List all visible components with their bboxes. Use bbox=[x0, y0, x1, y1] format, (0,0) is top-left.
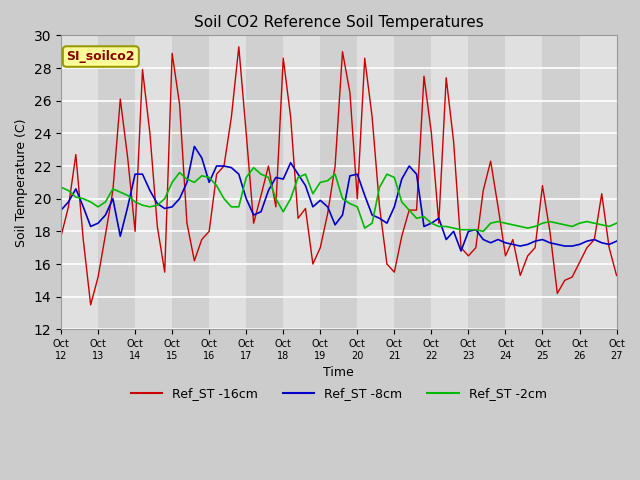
Bar bbox=[394, 36, 431, 329]
Ref_ST -16cm bbox=[361, 55, 369, 61]
Ref_ST -16cm bbox=[235, 44, 243, 49]
Line: Ref_ST -16cm: Ref_ST -16cm bbox=[61, 47, 616, 305]
Ref_ST -16cm bbox=[612, 273, 620, 278]
Ref_ST -2cm bbox=[435, 224, 443, 229]
Legend: Ref_ST -16cm, Ref_ST -8cm, Ref_ST -2cm: Ref_ST -16cm, Ref_ST -8cm, Ref_ST -2cm bbox=[126, 383, 552, 406]
Line: Ref_ST -2cm: Ref_ST -2cm bbox=[61, 168, 616, 231]
Ref_ST -2cm bbox=[57, 184, 65, 190]
Bar bbox=[284, 36, 320, 329]
Ref_ST -16cm bbox=[57, 233, 65, 239]
Line: Ref_ST -8cm: Ref_ST -8cm bbox=[61, 146, 616, 251]
Ref_ST -2cm bbox=[479, 228, 487, 234]
X-axis label: Time: Time bbox=[323, 366, 354, 379]
Bar bbox=[580, 36, 616, 329]
Bar bbox=[98, 36, 135, 329]
Ref_ST -16cm bbox=[87, 302, 95, 308]
Ref_ST -8cm bbox=[191, 144, 198, 149]
Bar bbox=[357, 36, 394, 329]
Ref_ST -8cm bbox=[57, 207, 65, 213]
Y-axis label: Soil Temperature (C): Soil Temperature (C) bbox=[15, 118, 28, 247]
Ref_ST -16cm bbox=[264, 163, 272, 169]
Bar bbox=[320, 36, 357, 329]
Ref_ST -2cm bbox=[353, 204, 361, 210]
Ref_ST -8cm bbox=[353, 171, 361, 177]
Bar bbox=[246, 36, 284, 329]
Ref_ST -16cm bbox=[428, 131, 435, 136]
Ref_ST -8cm bbox=[435, 216, 443, 221]
Ref_ST -8cm bbox=[420, 224, 428, 229]
Bar bbox=[543, 36, 580, 329]
Ref_ST -8cm bbox=[109, 196, 116, 202]
Ref_ST -2cm bbox=[109, 186, 116, 192]
Bar bbox=[172, 36, 209, 329]
Ref_ST -2cm bbox=[257, 171, 265, 177]
Bar bbox=[61, 36, 98, 329]
Ref_ST -2cm bbox=[250, 165, 257, 170]
Ref_ST -8cm bbox=[257, 209, 265, 215]
Ref_ST -16cm bbox=[116, 96, 124, 102]
Bar bbox=[209, 36, 246, 329]
Ref_ST -8cm bbox=[612, 238, 620, 244]
Bar bbox=[431, 36, 468, 329]
Ref_ST -8cm bbox=[457, 248, 465, 254]
Title: Soil CO2 Reference Soil Temperatures: Soil CO2 Reference Soil Temperatures bbox=[194, 15, 484, 30]
Bar bbox=[468, 36, 506, 329]
Ref_ST -2cm bbox=[516, 224, 524, 229]
Bar bbox=[506, 36, 543, 329]
Bar bbox=[135, 36, 172, 329]
Ref_ST -2cm bbox=[420, 214, 428, 219]
Ref_ST -16cm bbox=[516, 273, 524, 278]
Ref_ST -2cm bbox=[612, 220, 620, 226]
Ref_ST -16cm bbox=[442, 75, 450, 81]
Text: SI_soilco2: SI_soilco2 bbox=[67, 50, 135, 63]
Ref_ST -8cm bbox=[516, 243, 524, 249]
